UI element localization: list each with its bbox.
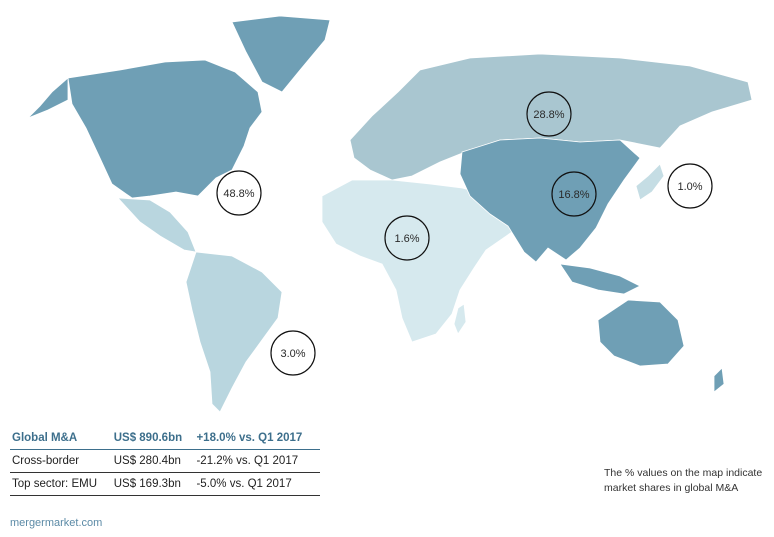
stats-row-value: US$ 169.3bn: [111, 472, 195, 496]
stats-header-name: Global M&A: [10, 430, 112, 450]
region-asia: [459, 137, 641, 263]
region-central-america: [117, 197, 197, 253]
bubble-china: 16.8%: [551, 171, 597, 217]
stats-row: Top sector: EMU US$ 169.3bn -5.0% vs. Q1…: [10, 472, 320, 496]
svg-text:1.0%: 1.0%: [677, 181, 702, 193]
svg-text:28.8%: 28.8%: [533, 109, 564, 121]
region-madagascar: [453, 303, 467, 335]
stats-header-change: +18.0% vs. Q1 2017: [194, 430, 320, 450]
bubble-north-america: 48.8%: [216, 170, 262, 216]
region-alaska: [27, 77, 69, 119]
region-africa-mideast: [321, 179, 521, 343]
stats-table: Global M&A US$ 890.6bn +18.0% vs. Q1 201…: [10, 430, 320, 496]
svg-text:1.6%: 1.6%: [394, 233, 419, 245]
region-australia: [597, 299, 685, 367]
stats-row-value: US$ 280.4bn: [111, 449, 195, 473]
world-map: 48.8% 28.8% 16.8% 1.6% 1.0% 3.0%: [27, 15, 753, 413]
stats-header-row: Global M&A US$ 890.6bn +18.0% vs. Q1 201…: [10, 430, 320, 450]
bubble-south-america: 3.0%: [270, 330, 316, 376]
stats-row-change: -21.2% vs. Q1 2017: [194, 449, 320, 473]
stats-row-change: -5.0% vs. Q1 2017: [194, 472, 320, 496]
region-japan: [635, 163, 665, 201]
region-north-america: [67, 59, 263, 199]
map-note: The % values on the map indicate market …: [604, 467, 763, 494]
region-se-asia-islands: [559, 263, 641, 295]
stats-row-name: Cross-border: [10, 449, 112, 473]
bubble-japan: 1.0%: [667, 163, 713, 209]
bubble-russia: 28.8%: [526, 91, 572, 137]
svg-text:3.0%: 3.0%: [280, 348, 305, 360]
stats-header-value: US$ 890.6bn: [111, 430, 195, 450]
region-europe-russia: [349, 53, 753, 181]
region-south-america: [185, 251, 283, 413]
source-label: mergermarket.com: [10, 517, 103, 529]
svg-text:16.8%: 16.8%: [558, 189, 589, 201]
stats-row-name: Top sector: EMU: [10, 472, 112, 496]
bubble-africa: 1.6%: [384, 215, 430, 261]
region-greenland: [231, 15, 331, 93]
region-new-zealand: [713, 367, 725, 393]
stats-row: Cross-border US$ 280.4bn -21.2% vs. Q1 2…: [10, 449, 320, 473]
svg-text:48.8%: 48.8%: [223, 188, 254, 200]
